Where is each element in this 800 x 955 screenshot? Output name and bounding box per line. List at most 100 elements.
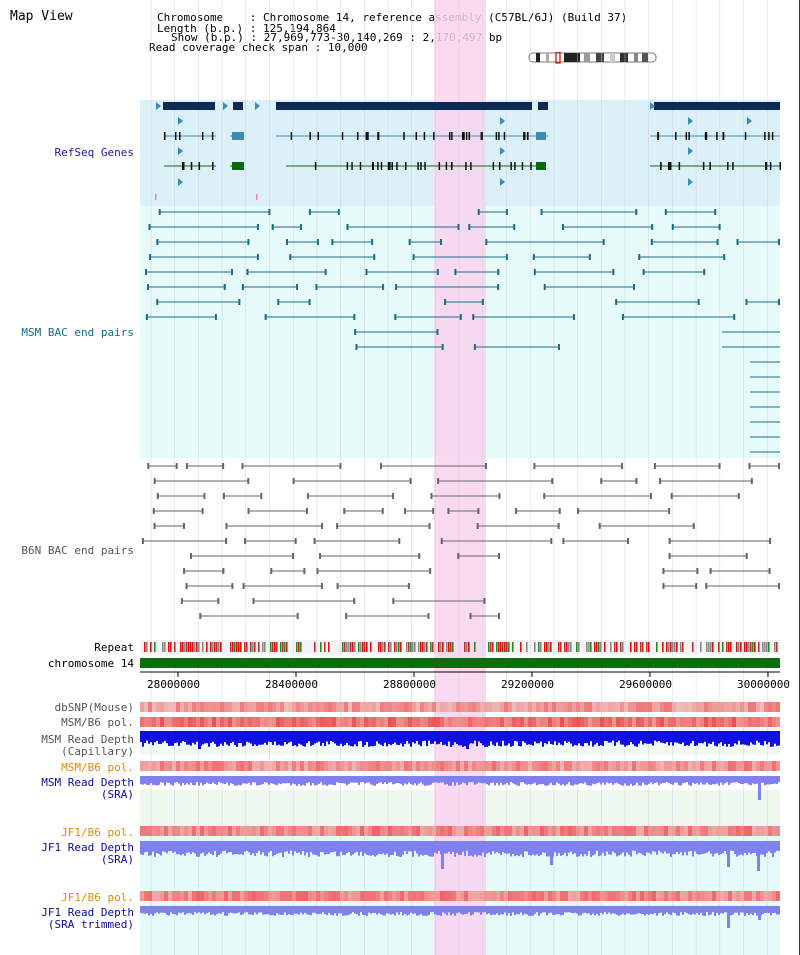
pol-cell: [352, 761, 356, 771]
depth-bar: [602, 906, 604, 915]
depth-bar: [506, 776, 508, 783]
chromosome-bar: [140, 658, 780, 668]
repeat-mark: [150, 642, 152, 652]
depth-bar: [430, 776, 432, 785]
pol-cell: [652, 702, 656, 712]
depth-bar: [478, 841, 480, 856]
track-label-jf1-b6-pol-1[interactable]: JF1/B6 pol.: [61, 826, 134, 839]
depth-bar: [774, 731, 776, 744]
depth-bar: [312, 841, 314, 855]
track-label-msm-b6-pol-1[interactable]: MSM/B6 pol.: [61, 716, 134, 729]
pol-cell: [288, 717, 292, 727]
depth-bar: [188, 906, 190, 914]
depth-bar: [626, 906, 628, 914]
track-label-jf1-depth-sra[interactable]: JF1 Read Depth: [41, 841, 134, 854]
pol-cell: [608, 826, 612, 836]
depth-bar: [362, 776, 364, 783]
depth-bar: [188, 841, 190, 853]
depth-bar: [156, 731, 158, 741]
depth-bar: [730, 841, 732, 851]
pol-cell: [516, 891, 520, 901]
bac-end: [615, 299, 618, 305]
bac-end: [778, 463, 780, 469]
pol-cell: [156, 761, 160, 771]
depth-bar: [450, 776, 452, 786]
pol-cell: [372, 702, 376, 712]
chromosome-ideogram[interactable]: [528, 52, 658, 64]
bac-end: [484, 463, 487, 469]
track-label-refseq[interactable]: RefSeq Genes: [54, 146, 134, 159]
depth-bar: [654, 841, 656, 852]
depth-bar: [412, 841, 414, 857]
depth-bar: [642, 906, 644, 915]
pol-cell: [460, 891, 464, 901]
depth-bar: [294, 906, 296, 914]
repeat-mark: [346, 642, 348, 652]
depth-bar: [580, 841, 582, 855]
bac-end: [650, 239, 653, 245]
depth-bar: [772, 731, 774, 747]
track-label-jf1-b6-pol-2[interactable]: JF1/B6 pol.: [61, 891, 134, 904]
bac-end: [183, 568, 186, 574]
pol-cell: [280, 826, 284, 836]
track-label-msm-depth-sra[interactable]: MSM Read Depth: [41, 776, 134, 789]
pol-cell: [632, 826, 636, 836]
depth-bar: [198, 776, 200, 786]
depth-bar: [162, 731, 164, 743]
pol-cell: [572, 702, 576, 712]
depth-bar: [364, 841, 366, 854]
depth-bar: [670, 841, 672, 857]
track-label-msm-b6-pol-2[interactable]: MSM/B6 pol.: [61, 761, 134, 774]
pol-cell: [216, 761, 220, 771]
pol-cell: [332, 702, 336, 712]
depth-bar: [370, 841, 372, 856]
depth-bar: [348, 906, 350, 915]
pol-cell: [652, 761, 656, 771]
bac-end: [308, 299, 311, 305]
pol-cell: [592, 891, 596, 901]
exon: [309, 132, 311, 140]
depth-bar: [720, 841, 722, 855]
pol-cell: [368, 891, 372, 901]
pol-cell: [524, 717, 528, 727]
pol-cell: [380, 717, 384, 727]
bac-end: [485, 239, 488, 245]
depth-bar: [532, 776, 534, 784]
track-label-msm-bac[interactable]: MSM BAC end pairs: [21, 326, 134, 339]
depth-bar: [228, 841, 230, 853]
pol-cell: [392, 717, 396, 727]
repeat-mark: [564, 642, 566, 652]
pol-cell: [248, 702, 252, 712]
pol-cell: [612, 702, 616, 712]
depth-bar: [468, 906, 470, 913]
pol-cell: [236, 891, 240, 901]
depth-bar: [672, 731, 674, 746]
depth-bar: [600, 841, 602, 856]
repeat-mark: [344, 642, 346, 652]
depth-bar: [576, 841, 578, 857]
pol-cell: [324, 717, 328, 727]
exon: [174, 132, 177, 140]
pol-cell: [504, 702, 508, 712]
depth-bar: [720, 906, 722, 914]
depth-bar: [560, 776, 562, 786]
depth-bar: [698, 906, 700, 915]
pol-cell: [392, 761, 396, 771]
track-label-dbsnp[interactable]: dbSNP(Mouse): [54, 701, 134, 714]
track-label-jf1-depth-trimmed[interactable]: JF1 Read Depth: [41, 906, 134, 919]
pol-cell: [240, 826, 244, 836]
pol-cell: [612, 891, 616, 901]
repeat-mark: [674, 642, 676, 652]
pol-cell: [460, 702, 464, 712]
depth-bar: [230, 731, 232, 744]
depth-bar: [272, 776, 274, 784]
pol-cell: [448, 761, 452, 771]
depth-bar: [522, 776, 524, 783]
repeat-mark: [636, 642, 638, 652]
pol-cell: [628, 702, 632, 712]
depth-bar: [248, 731, 250, 743]
pol-cell: [376, 717, 380, 727]
track-label-b6n-bac[interactable]: B6N BAC end pairs: [21, 544, 134, 557]
track-label-msm-depth-capillary[interactable]: MSM Read Depth: [41, 733, 134, 746]
